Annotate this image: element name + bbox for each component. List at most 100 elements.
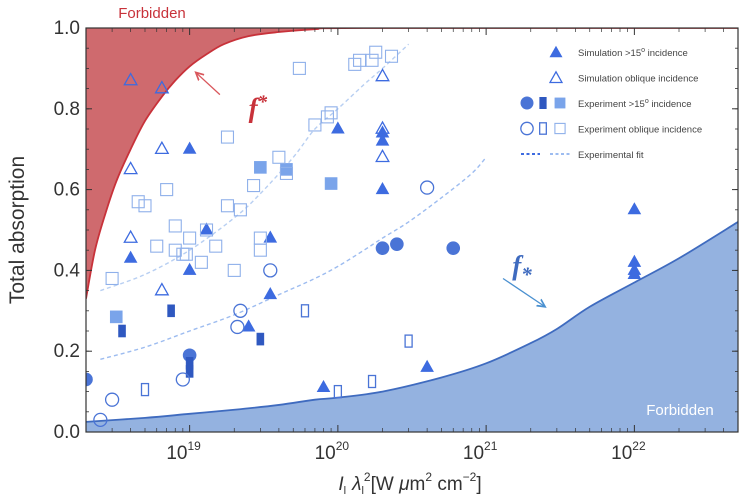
- data-point-triangle-open: [154, 140, 170, 155]
- data-point-square-open: [150, 239, 164, 253]
- data-point-square-open: [348, 57, 362, 71]
- data-point-square-filled: [254, 161, 267, 174]
- data-point-triangle-open: [154, 80, 170, 94]
- data-point-circle-open: [93, 412, 108, 428]
- data-point-square-open: [105, 271, 119, 286]
- data-point-triangle-filled: [263, 230, 278, 243]
- data-point-square-filled: [324, 177, 338, 190]
- fit-curve-light: [100, 43, 410, 292]
- data-point-square-filled: [280, 163, 293, 176]
- data-point-square-open: [227, 263, 241, 277]
- data-point-circle-open: [263, 263, 278, 278]
- x-axis-label: Il λl2[W μm2 cm−2]: [338, 470, 481, 497]
- x-label-sup2: −2: [463, 470, 477, 484]
- x-label-i: I: [338, 474, 344, 495]
- data-point-triangle-filled: [420, 359, 434, 372]
- data-point-triangle-open: [123, 229, 139, 243]
- data-point-square-open: [365, 53, 379, 67]
- x-tick-label: 1019: [166, 439, 201, 464]
- data-point-triangle-filled: [241, 319, 256, 332]
- data-point-triangle-filled: [182, 141, 197, 154]
- legend: Simulation >15o incidence Simulation obli…: [520, 45, 702, 161]
- x-tick-label: 1020: [315, 439, 350, 464]
- data-point-square-open: [308, 118, 322, 132]
- y-tick-label: 1.0: [54, 18, 80, 39]
- legend-entry: Simulation oblique incidence: [548, 70, 698, 85]
- legend-marker-exp-bar-open: [539, 122, 547, 135]
- legend-entry: Simulation >15o incidence: [549, 45, 688, 59]
- plot-area: [86, 28, 738, 432]
- data-point-triangle-filled: [316, 379, 331, 393]
- forbidden-region-upper: [86, 28, 738, 299]
- data-point-square-open: [247, 179, 261, 193]
- data-point-circle-filled: [390, 237, 404, 251]
- legend-marker-exp-circle-open: [520, 121, 534, 136]
- f-lower-arrow: [502, 277, 545, 306]
- data-point-bar-filled: [256, 332, 265, 346]
- data-point-square-open: [233, 203, 247, 217]
- forbidden-region-lower: [86, 221, 738, 432]
- data-point-square-open: [384, 49, 399, 63]
- data-point-square-open: [324, 106, 338, 120]
- legend-marker-sim-open: [548, 70, 564, 84]
- y-tick-label: 0.2: [54, 341, 80, 362]
- forbidden-top-label: Forbidden: [118, 5, 186, 22]
- x-label-mu: μ: [398, 474, 410, 495]
- y-tick-label: 0.0: [54, 422, 80, 443]
- data-point-square-filled: [109, 310, 123, 324]
- legend-entry: Experiment >15o incidence: [520, 96, 692, 110]
- legend-entry: Experiment oblique incidence: [520, 121, 702, 136]
- data-point-circle-open: [233, 303, 248, 318]
- data-point-triangle-filled: [375, 181, 390, 195]
- fit-curve-dark: [100, 156, 487, 360]
- data-point-bar-open: [333, 384, 343, 399]
- y-axis-label: Total absorption: [6, 156, 29, 304]
- data-point-triangle-filled: [199, 222, 214, 235]
- data-point-triangle-open: [123, 72, 139, 86]
- legend-marker-sim-filled: [549, 45, 563, 58]
- legend-marker-exp-square: [554, 97, 566, 109]
- data-point-square-open: [183, 231, 197, 245]
- data-point-triangle-open: [154, 282, 170, 296]
- data-point-triangle-open: [375, 120, 390, 134]
- x-label-lambda: λ: [351, 474, 361, 495]
- legend-marker-exp-bar: [539, 97, 547, 110]
- data-point-triangle-filled: [627, 202, 642, 215]
- x-label-sub1: l: [344, 485, 346, 497]
- data-point-triangle-open: [123, 161, 139, 175]
- data-point-bar-filled: [167, 304, 175, 318]
- data-point-square-open: [369, 45, 383, 59]
- data-point-bar-open: [300, 304, 310, 318]
- axes: 0.0 0.2 0.4 0.6 0.8 1.0 1019 1020 1021 1022: [54, 18, 739, 464]
- x-label-unit: [W: [371, 474, 400, 495]
- legend-label: Simulation >15o incidence: [578, 47, 688, 59]
- data-point-circle-open: [175, 372, 190, 387]
- forbidden-bottom-label: Forbidden: [646, 402, 714, 419]
- data-point-bar-open: [367, 374, 377, 389]
- f-upper-arrow: [196, 72, 221, 96]
- x-tick-label: 1022: [611, 439, 646, 464]
- data-point-triangle-filled: [263, 287, 278, 300]
- legend-label: Experiment oblique incidence: [578, 125, 702, 136]
- legend-label: Simulation oblique incidence: [578, 74, 698, 85]
- data-point-triangle-open: [375, 148, 390, 163]
- data-point-bar-filled: [118, 324, 126, 338]
- data-point-square-open: [292, 61, 306, 75]
- x-label-sup1: 2: [425, 470, 432, 484]
- data-point-square-open: [209, 239, 223, 253]
- data-point-triangle-filled: [123, 250, 138, 263]
- legend-marker-exp-square-open: [554, 122, 566, 135]
- data-point-triangle-filled: [627, 266, 642, 279]
- data-point-circle-filled: [446, 241, 461, 255]
- data-point-bar-open: [140, 382, 150, 397]
- data-point-triangle-filled: [375, 133, 390, 146]
- legend-marker-exp-circle: [520, 96, 534, 110]
- y-tick-label: 0.8: [54, 99, 80, 120]
- y-tick-label: 0.6: [54, 180, 80, 201]
- data-point-square-open: [179, 247, 193, 261]
- data-point-circle-filled: [375, 241, 390, 255]
- data-point-circle-open: [104, 392, 120, 407]
- data-point-square-open: [279, 166, 294, 180]
- x-tick-label: 1021: [463, 439, 498, 464]
